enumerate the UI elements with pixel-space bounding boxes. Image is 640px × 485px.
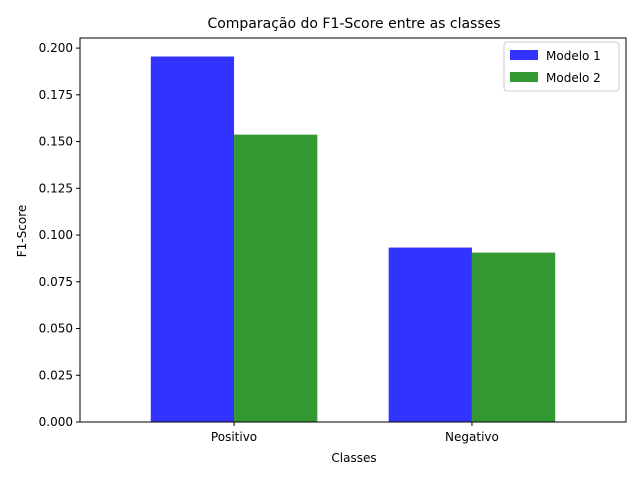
y-axis-label: F1-Score <box>15 205 29 257</box>
legend-label: Modelo 1 <box>546 49 601 63</box>
bar-negativo-series-2 <box>471 252 556 422</box>
y-tick-label: 0.175 <box>39 88 73 102</box>
legend-label: Modelo 2 <box>546 71 601 85</box>
bars-group <box>150 56 556 422</box>
x-tick-label: Positivo <box>211 430 257 444</box>
x-axis: Positivo Negativo <box>211 422 499 444</box>
plot-frame <box>79 37 627 423</box>
y-tick-label: 0.150 <box>39 135 73 149</box>
y-tick-label: 0.050 <box>39 322 73 336</box>
legend-swatch <box>510 50 538 60</box>
y-tick-label: 0.200 <box>39 41 73 55</box>
legend: Modelo 1 Modelo 2 <box>503 41 620 92</box>
y-tick-label: 0.075 <box>39 275 73 289</box>
y-tick-label: 0.125 <box>39 181 73 195</box>
y-tick-label: 0.025 <box>39 368 73 382</box>
y-axis: 0.000 0.025 0.050 0.075 0.100 0.125 0.150 0.175… <box>39 41 80 429</box>
y-tick-label: 0.100 <box>39 228 73 242</box>
x-axis-label: Classes <box>331 451 376 465</box>
bar-negativo-series-1 <box>388 247 472 422</box>
legend-swatch <box>510 72 538 82</box>
bar-positivo-series-2 <box>234 134 318 422</box>
bar-positivo-series-1 <box>150 56 235 422</box>
x-tick-label: Negativo <box>445 430 499 444</box>
chart-title: Comparação do F1-Score entre as classes <box>207 16 500 32</box>
y-tick-label: 0.000 <box>39 415 73 429</box>
